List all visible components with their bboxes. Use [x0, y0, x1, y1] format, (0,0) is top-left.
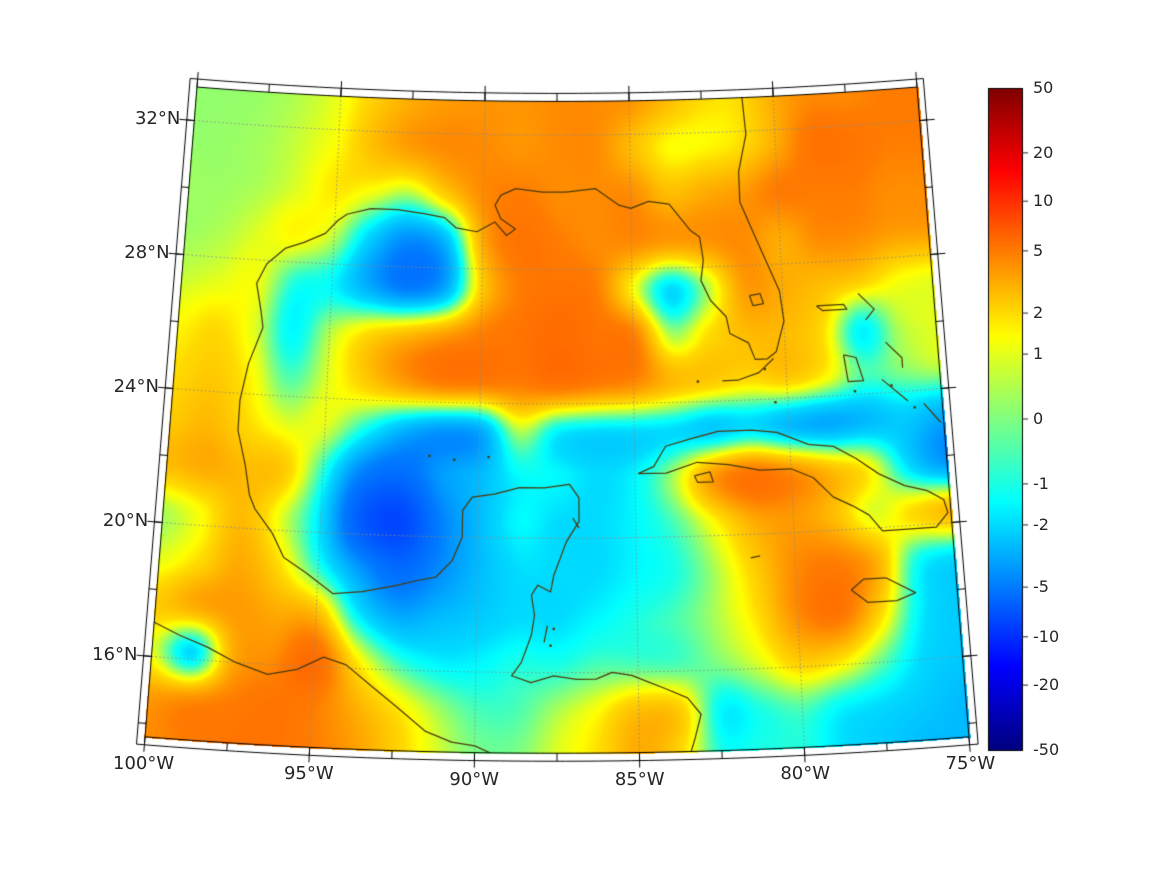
map-canvas [0, 0, 1167, 875]
figure: 32°N 28°N 24°N 20°N 16°N 100°W 95°W 90°W 85°W 80°… [0, 0, 1167, 875]
